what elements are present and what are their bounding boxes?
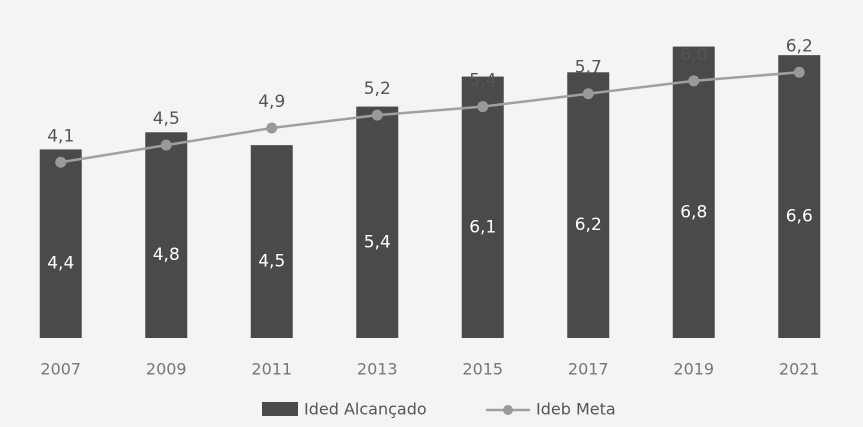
line-label: 6,2	[786, 36, 813, 56]
bar-label: 5,4	[364, 232, 391, 252]
bar-label: 4,8	[153, 245, 180, 265]
bar	[250, 145, 293, 338]
bar-label: 6,8	[680, 202, 707, 222]
line-point	[266, 122, 278, 134]
line-label: 4,9	[258, 92, 285, 112]
line-point	[477, 101, 489, 113]
x-tick-label: 2013	[357, 360, 398, 379]
bar-label: 6,1	[469, 217, 496, 237]
x-tick-label: 2019	[673, 360, 714, 379]
x-tick-label: 2017	[568, 360, 609, 379]
legend-swatch	[503, 405, 513, 415]
line-label: 5,7	[575, 58, 602, 78]
bar	[461, 76, 504, 339]
line-label: 4,5	[153, 109, 180, 129]
legend-label: Ideb Meta	[536, 400, 616, 419]
bar-label: 6,6	[786, 207, 813, 227]
line-label: 5,2	[364, 79, 391, 99]
bar	[39, 149, 82, 338]
bar	[672, 46, 715, 338]
bar-label: 6,2	[575, 215, 602, 235]
x-tick-label: 2011	[251, 360, 292, 379]
line-point	[793, 66, 805, 78]
bar	[567, 72, 610, 339]
bar	[778, 55, 821, 339]
bar	[145, 132, 188, 338]
line-point	[688, 75, 700, 87]
x-tick-label: 2007	[40, 360, 81, 379]
line-label: 5,4	[469, 71, 496, 91]
x-tick-label: 2009	[146, 360, 187, 379]
legend-swatch	[262, 402, 298, 416]
x-tick-label: 2015	[462, 360, 503, 379]
legend-label: Ided Alcançado	[304, 400, 427, 419]
bar	[356, 106, 399, 338]
x-tick-label: 2021	[779, 360, 820, 379]
line-point	[582, 88, 594, 100]
line	[60, 71, 800, 164]
bar-label: 4,5	[258, 252, 285, 272]
line-point	[371, 109, 383, 121]
line-point	[160, 139, 172, 151]
line-label: 6,0	[680, 45, 707, 65]
line-label: 4,1	[47, 126, 74, 146]
line-point	[55, 156, 67, 168]
bar-label: 4,4	[47, 254, 74, 274]
